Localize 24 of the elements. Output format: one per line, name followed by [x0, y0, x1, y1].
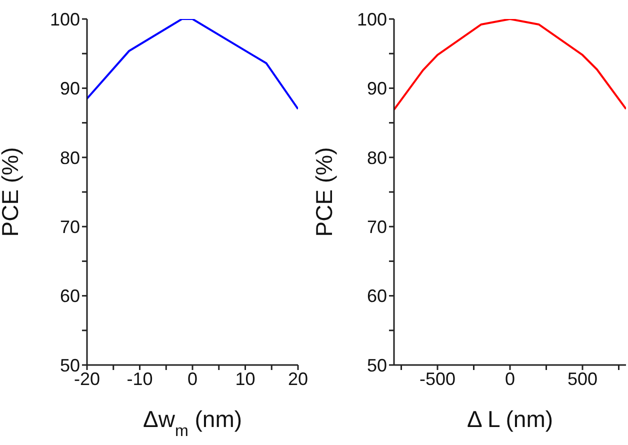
y-tick-label: 50 [366, 355, 387, 376]
y-tick-label: 90 [60, 78, 80, 99]
y-tick-label: 90 [366, 78, 387, 99]
x-axis-title: Δw$_{m}$ (nm) [142, 406, 242, 440]
y-tick-label: 60 [366, 286, 387, 306]
x-tick-label: 10 [235, 368, 256, 389]
x-tick-label: -500 [419, 368, 456, 389]
y-tick-label: 70 [366, 216, 387, 237]
y-tick-label: 70 [60, 216, 80, 237]
y-axis-title: PCE (%) [311, 147, 337, 237]
x-axis-title: Δ L (nm) [466, 406, 554, 432]
y-tick-label: 60 [60, 286, 80, 306]
y-tick-label: 100 [50, 9, 80, 30]
x-tick-label: 500 [567, 368, 598, 389]
line-series [394, 19, 626, 111]
x-tick-label: 0 [504, 368, 516, 389]
y-tick-label: 100 [356, 9, 387, 30]
x-tick-label: 0 [187, 368, 198, 389]
y-tick-label: 80 [366, 148, 387, 168]
y-axis-title: PCE (%) [0, 147, 23, 237]
line-series [87, 19, 298, 110]
x-tick-label: -10 [126, 368, 153, 389]
y-tick-label: 80 [60, 148, 80, 168]
x-tick-label: 20 [288, 368, 308, 389]
